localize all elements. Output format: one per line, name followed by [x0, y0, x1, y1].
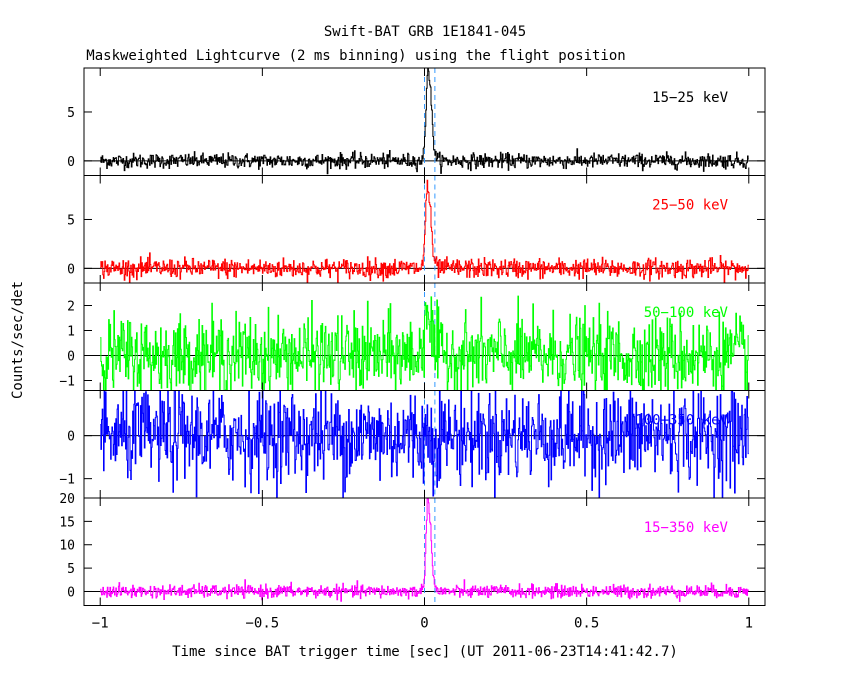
x-tick-label: 1 [745, 616, 753, 632]
panels-group: 0 5 15−25 keV 0 5 25−50 keV −1 0 1 2 50−100 keV −1 0… [59, 67, 766, 632]
band-label-100-350: 100−350 keV [635, 413, 728, 429]
x-tick-label: −1 [92, 616, 109, 632]
chart-subtitle: Maskweighted Lightcurve (2 ms binning) u… [86, 48, 625, 64]
y-tick-label-25-50: 0 [67, 262, 75, 277]
y-tick-label-50-100: 0 [67, 350, 75, 365]
y-tick-label-25-50: 5 [67, 213, 75, 228]
y-tick-label-15-25: 5 [67, 106, 75, 121]
x-axis-label: Time since BAT trigger time [sec] (UT 20… [172, 644, 678, 660]
series-line-15-25 [100, 68, 749, 175]
y-tick-label-100-350: −1 [59, 473, 75, 488]
y-tick-label-50-100: 1 [67, 325, 75, 340]
y-tick-label-50-100: −1 [59, 375, 75, 390]
chart-title: Swift-BAT GRB 1E1841-045 [324, 24, 526, 40]
y-tick-label-100-350: 0 [67, 430, 75, 445]
series-line-25-50 [100, 179, 749, 283]
y-tick-label-15-350: 10 [59, 539, 75, 554]
band-label-15-25: 15−25 keV [652, 90, 728, 106]
y-tick-label-15-350: 5 [67, 562, 75, 577]
x-tick-label: 0.5 [574, 616, 599, 632]
band-label-25-50: 25−50 keV [652, 198, 728, 214]
y-tick-label-15-25: 0 [67, 155, 75, 170]
series-line-15-350 [100, 498, 749, 602]
y-tick-label-50-100: 2 [67, 300, 75, 315]
series-line-100-350 [100, 390, 749, 498]
band-label-50-100: 50−100 keV [644, 305, 729, 321]
band-label-15-350: 15−350 keV [644, 520, 729, 536]
x-tick-label: −0.5 [245, 616, 279, 632]
y-axis-label: Counts/sec/det [10, 281, 26, 399]
y-tick-label-15-350: 15 [59, 515, 75, 530]
x-tick-label: 0 [420, 616, 428, 632]
y-tick-label-15-350: 20 [59, 492, 75, 507]
series-line-50-100 [100, 295, 749, 391]
y-tick-label-15-350: 0 [67, 585, 75, 600]
